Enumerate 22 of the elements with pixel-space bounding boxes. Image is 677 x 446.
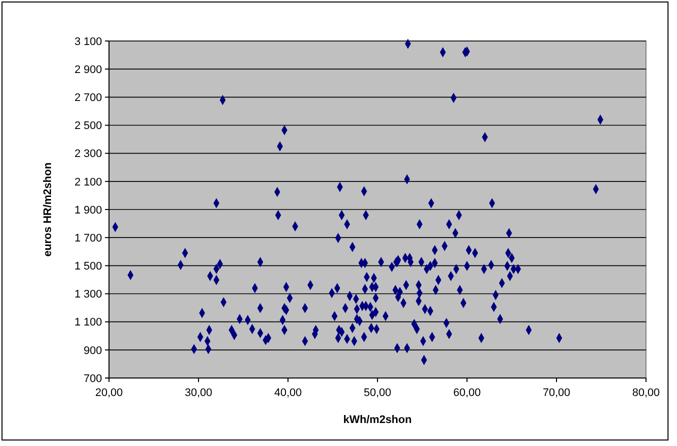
y-tick-label: 2 500 [74, 120, 102, 132]
y-tick-label: 1 100 [74, 316, 102, 329]
y-tick-label: 1 300 [74, 288, 102, 301]
x-tick-label: 40,00 [274, 387, 302, 399]
y-tick-label: 2 900 [74, 64, 102, 76]
x-tick-label: 70,00 [542, 387, 570, 399]
x-tick-label: 20,00 [95, 387, 123, 399]
x-axis-title: kWh/m2shon [343, 414, 412, 426]
y-tick-label: 1 900 [74, 204, 102, 216]
y-tick-label: 2 100 [74, 176, 102, 188]
y-tick-label: 900 [84, 344, 102, 357]
y-tick-label: 2 300 [74, 148, 102, 160]
y-tick-label: 700 [84, 372, 102, 385]
y-tick-label: 2 700 [74, 92, 102, 104]
x-tick-label: 60,00 [453, 387, 481, 399]
y-tick-label: 3 100 [74, 36, 102, 48]
y-tick-label: 1 500 [74, 260, 102, 273]
x-tick-label: 80,00 [632, 387, 660, 399]
x-tick-label: 30,00 [184, 387, 212, 399]
y-tick-label: 1 700 [74, 232, 102, 244]
x-tick-label: 50,00 [364, 387, 392, 399]
y-axis-title: euros HR/m2shon [42, 162, 54, 257]
